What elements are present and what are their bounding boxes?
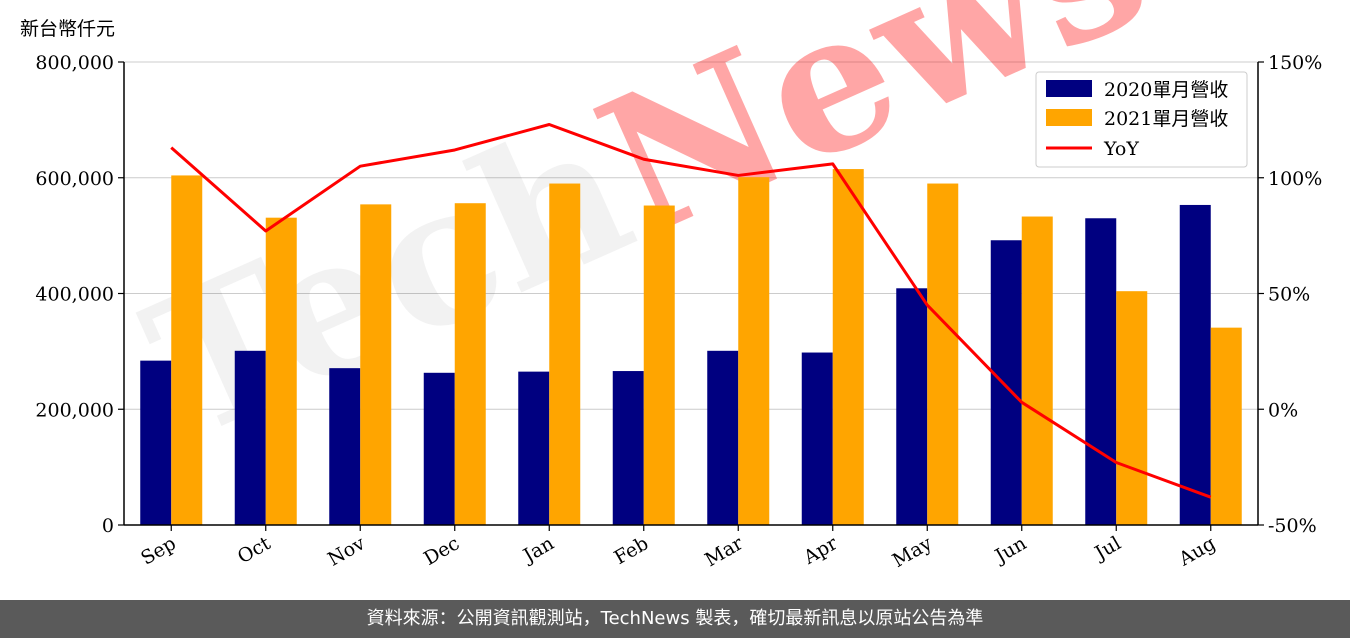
bar-2021 [832, 169, 864, 525]
x-tick-label: Feb [610, 532, 652, 569]
bar-2020 [707, 350, 739, 525]
bar-2020 [518, 371, 550, 525]
bar-2021 [360, 204, 392, 525]
bar-2020 [896, 288, 928, 525]
legend: 2020單月營收 2021單月營收 YoY [1035, 71, 1248, 168]
x-tick-label: Dec [420, 532, 463, 570]
x-tick-label: Oct [234, 532, 275, 568]
y-tick-label: 800,000 [35, 52, 114, 74]
y-tick-label: 200,000 [35, 399, 114, 421]
x-tick-label: Jan [518, 532, 558, 568]
bar-2021 [643, 205, 675, 525]
y2-tick-label: 100% [1268, 168, 1322, 190]
bar-2021 [549, 183, 581, 525]
legend-label-2021: 2021單月營收 [1104, 108, 1228, 130]
x-tick-label: Jun [990, 532, 1031, 568]
y2-tick-label: -50% [1268, 515, 1317, 537]
chart-svg: TechNews0200,000400,000600,000800,000-50… [35, 0, 1322, 572]
bar-2020 [1085, 218, 1117, 525]
x-tick-label: Aug [1174, 532, 1219, 571]
x-tick-label: May [889, 532, 936, 572]
bar-2020 [329, 368, 361, 525]
source-footer: 資料來源：公開資訊觀測站，TechNews 製表，確切最新訊息以原站公告為準 [0, 600, 1350, 638]
x-tick-label: Nov [324, 532, 369, 571]
y-axis-unit-label: 新台幣仟元 [20, 18, 116, 40]
legend-swatch-2020 [1046, 80, 1092, 97]
chart: TechNews0200,000400,000600,000800,000-50… [35, 0, 1322, 572]
bar-2021 [265, 217, 297, 525]
bar-2021 [454, 203, 486, 525]
bar-2021 [171, 175, 203, 525]
legend-swatch-2021 [1046, 109, 1092, 126]
bar-2020 [990, 240, 1022, 525]
bar-2021 [1116, 291, 1148, 525]
bar-2020 [423, 372, 455, 525]
x-tick-label: Apr [799, 532, 842, 569]
bar-2020 [801, 352, 833, 525]
bar-2020 [140, 360, 172, 525]
y2-tick-label: 0% [1268, 399, 1298, 421]
legend-label-2020: 2020單月營收 [1104, 79, 1228, 101]
bar-2020 [234, 350, 266, 525]
bar-2021 [1021, 216, 1053, 525]
x-tick-label: Jul [1090, 532, 1125, 565]
legend-label-yoy: YoY [1103, 138, 1139, 160]
bar-2021 [927, 183, 959, 525]
y-tick-label: 400,000 [35, 284, 114, 306]
y-tick-label: 600,000 [35, 168, 114, 190]
bar-2020 [612, 371, 644, 525]
x-tick-label: Sep [137, 532, 180, 569]
x-tick-label: Mar [701, 532, 747, 571]
y2-tick-label: 50% [1268, 284, 1310, 306]
bar-2020 [1179, 204, 1211, 526]
bar-2021 [738, 177, 770, 525]
y2-tick-label: 150% [1268, 52, 1322, 74]
y-tick-label: 0 [102, 515, 114, 537]
yoy-line [170, 123, 1212, 499]
bar-2021 [1210, 327, 1242, 525]
